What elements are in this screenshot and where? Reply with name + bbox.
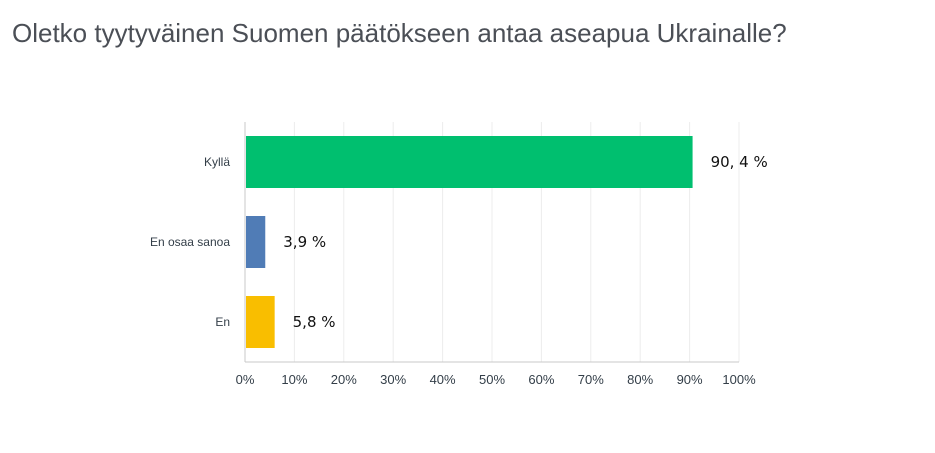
- x-tick-label: 50%: [479, 372, 505, 387]
- axes: [244, 122, 739, 363]
- category-label: En: [215, 315, 230, 329]
- x-tick-label: 60%: [528, 372, 554, 387]
- bars: [246, 136, 693, 348]
- data-label: 90, 4 %: [711, 153, 768, 171]
- chart-title: Oletko tyytyväinen Suomen päätökseen ant…: [12, 18, 787, 48]
- data-label: 5,8 %: [293, 313, 336, 331]
- x-tick-label: 30%: [380, 372, 406, 387]
- bar: [246, 216, 266, 268]
- bar: [246, 136, 693, 188]
- x-tick-label: 40%: [430, 372, 456, 387]
- x-tick-label: 0%: [236, 372, 255, 387]
- bar: [246, 296, 275, 348]
- category-label: Kyllä: [204, 155, 230, 169]
- x-tick-label: 10%: [281, 372, 307, 387]
- x-tick-label: 20%: [331, 372, 357, 387]
- x-tick-label: 70%: [578, 372, 604, 387]
- x-tick-label: 90%: [677, 372, 703, 387]
- labels: 0% 10% 20% 30% 40% 50% 60% 70% 80% 90% 100% Kyllä 90…: [150, 153, 768, 387]
- category-label: En osaa sanoa: [150, 235, 230, 249]
- x-tick-label: 80%: [627, 372, 653, 387]
- data-label: 3,9 %: [283, 233, 326, 251]
- x-tick-label: 100%: [722, 372, 756, 387]
